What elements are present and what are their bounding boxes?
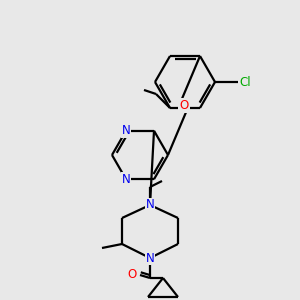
Text: N: N	[146, 251, 154, 265]
Text: O: O	[179, 99, 189, 112]
Text: N: N	[146, 199, 154, 212]
Text: N: N	[122, 173, 130, 186]
Text: Cl: Cl	[239, 76, 251, 88]
Text: N: N	[122, 124, 130, 137]
Text: O: O	[128, 268, 136, 281]
